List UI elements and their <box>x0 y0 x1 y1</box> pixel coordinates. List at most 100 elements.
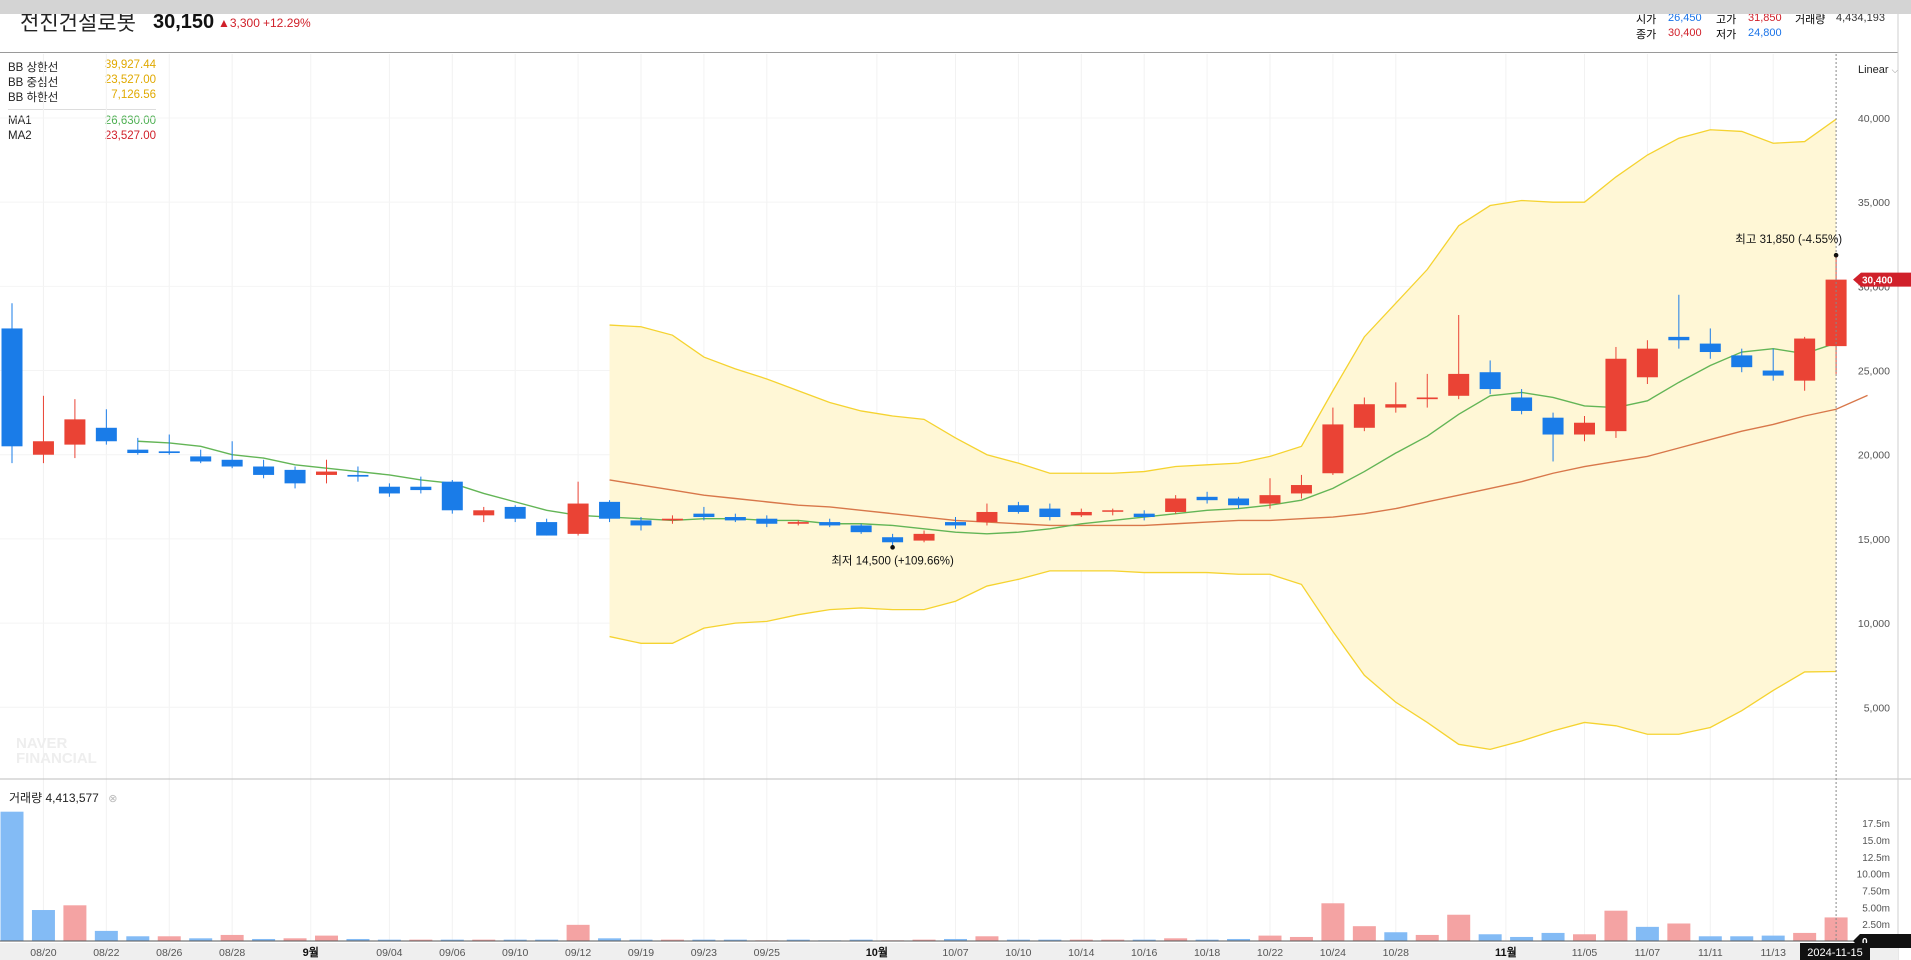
x-tick-label: 08/26 <box>156 947 182 959</box>
volume-bar <box>1667 923 1691 941</box>
candle <box>850 523 872 534</box>
volume-bar <box>629 939 653 941</box>
candle <box>630 517 652 531</box>
volume-bar <box>944 938 967 941</box>
candle-body <box>1511 397 1533 411</box>
candle-body <box>1165 498 1187 512</box>
indicator-legend: BB 상한선 39,927.44 BB 중심선 23,527.00 BB 하한선 7,… <box>8 59 156 145</box>
x-tick-label: 09/04 <box>376 947 402 959</box>
x-tick-label: 08/20 <box>30 947 56 959</box>
candle-body <box>1102 510 1124 512</box>
volume-tick-label: 10.00m <box>1857 870 1890 881</box>
candle <box>1165 495 1187 514</box>
stock-price: 30,150 <box>153 14 215 33</box>
candle-body <box>504 506 526 519</box>
volume-bar <box>1478 934 1502 941</box>
x-tick-label: 08/22 <box>93 947 119 959</box>
candle <box>1794 336 1816 391</box>
naver-financial-logo: FINANCIAL <box>16 750 97 767</box>
candle <box>1668 294 1690 349</box>
candle <box>724 513 746 523</box>
stock-name: 전진건설로봇 <box>20 14 136 35</box>
candle-body <box>1228 498 1250 506</box>
bb-lower-value: 7,126.56 <box>111 89 156 101</box>
candle-body <box>630 520 652 526</box>
volume-bar <box>1352 926 1376 941</box>
volume-bar <box>692 939 716 941</box>
close-icon[interactable]: ⊗ <box>108 793 118 805</box>
candle <box>567 481 589 536</box>
candle-body <box>347 474 369 477</box>
candle <box>1196 491 1218 504</box>
candle-body <box>882 537 904 543</box>
volume-panel-title: 거래량 <box>9 791 43 805</box>
bb-upper-line <box>609 118 1837 474</box>
candle <box>1039 503 1061 521</box>
candle-body <box>1636 348 1658 378</box>
volume-bar <box>440 939 464 941</box>
crosshair-date-label: 2024-11-15 <box>1807 947 1862 959</box>
volume-bar <box>1006 939 1030 941</box>
volume-bar <box>1038 939 1062 941</box>
candle <box>599 500 621 523</box>
candle-body <box>1290 485 1312 494</box>
open-label: 시가 <box>1636 14 1657 26</box>
x-tick-label: 10/24 <box>1320 947 1346 959</box>
volume-label: 거래량 <box>1795 14 1826 26</box>
volume-panel-label: 거래량 4,413,577 ⊗ <box>9 789 117 806</box>
candle-body <box>441 481 463 511</box>
candle <box>536 518 558 536</box>
volume-bar <box>975 936 999 941</box>
volume-bar <box>1384 932 1408 941</box>
ma2-label: MA2 <box>8 130 32 142</box>
volume-bar <box>1573 934 1596 941</box>
candle-body <box>473 510 495 516</box>
header-bar: 전진건설로봇 30,150 ▲3,300 +12.29% 시가 26,450 고… <box>0 14 1898 53</box>
candle-body <box>1259 495 1281 504</box>
bb-lower-label: BB 하한선 <box>8 92 59 104</box>
volume-bar <box>1164 938 1188 941</box>
volume-bar <box>503 939 527 941</box>
legend-divider <box>8 109 156 110</box>
candle-body <box>787 522 809 524</box>
candle <box>158 434 180 455</box>
candle-body <box>1448 373 1470 396</box>
x-tick-label: 10월 <box>866 945 888 959</box>
x-axis-bg <box>0 943 1898 960</box>
high-annotation: 최고 31,850 (-4.55%) <box>1735 233 1842 246</box>
x-tick-label: 08/28 <box>219 947 245 959</box>
candle <box>316 459 337 484</box>
candle <box>1574 416 1595 442</box>
bb-upper-value: 39,927.44 <box>104 59 156 71</box>
candle <box>1605 346 1627 438</box>
volume-value: 4,434,193 <box>1836 14 1885 24</box>
candle <box>1448 314 1470 400</box>
candle <box>693 506 715 521</box>
crosshair-date-box <box>1800 943 1870 960</box>
candle <box>1102 508 1124 516</box>
chart-app: 전진건설로봇 30,150 ▲3,300 +12.29% 시가 26,450 고… <box>0 14 1911 960</box>
price-tick-label: 10,000 <box>1858 618 1890 630</box>
candle <box>378 483 400 497</box>
last-price-tag <box>1853 272 1911 287</box>
candle-body <box>724 517 746 521</box>
candle <box>1731 348 1753 373</box>
candle <box>1699 328 1721 359</box>
volume-bar <box>283 938 307 941</box>
candle-body <box>1668 336 1690 341</box>
x-tick-label: 09/10 <box>502 947 528 959</box>
volume-bar <box>849 939 873 941</box>
candle-body <box>1762 370 1784 376</box>
volume-bar <box>1447 914 1471 941</box>
candle-body <box>599 501 621 519</box>
candle-body <box>1825 279 1847 347</box>
x-tick-label: 9월 <box>303 945 319 959</box>
volume-tag-label: 0 <box>1862 937 1868 948</box>
volume-bar <box>346 938 370 941</box>
candle-body <box>1 328 23 447</box>
x-tick-label: 09/12 <box>565 947 591 959</box>
volume-bar <box>1069 939 1093 941</box>
price-chart[interactable]: 5,00010,00015,00020,00025,00030,00035,00… <box>0 14 1911 960</box>
scale-mode-dropdown[interactable]: Linear ⌵ <box>1858 64 1898 76</box>
volume-bar <box>723 939 747 941</box>
